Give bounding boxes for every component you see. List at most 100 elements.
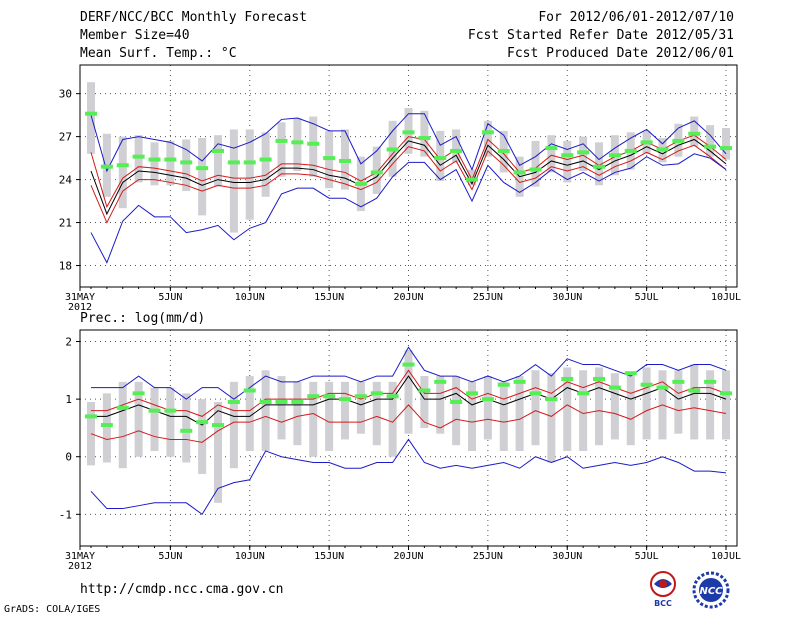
prec-box-37	[674, 370, 683, 434]
prec-xtick-label: 5JUL	[635, 551, 659, 562]
prec-xtick-label: 15JUN	[314, 551, 344, 562]
bcc-logo: BCC	[650, 571, 676, 608]
temp-xtick-label: 25JUN	[473, 292, 503, 303]
prec-box-29	[547, 373, 556, 463]
prec-box-21	[420, 376, 429, 428]
prec-series-lower	[90, 404, 727, 443]
temp-ytick-label: 24	[59, 174, 73, 187]
temp-box-4	[150, 142, 159, 186]
prec-xtick-label: 30JUN	[552, 551, 582, 562]
temp-box-0	[87, 82, 95, 154]
temp-box-32	[595, 142, 603, 186]
temp-box-6	[182, 139, 191, 192]
temp-xtick-label: 30JUN	[552, 292, 582, 303]
prec-ytick-label: 1	[65, 393, 72, 406]
grads-credit: GrADS: COLA/IGES	[4, 604, 101, 615]
prec-box-9	[229, 381, 238, 469]
temp-box-39	[706, 125, 715, 157]
prec-xtick-label: 31MAY	[65, 551, 95, 562]
temp-box-29	[547, 135, 556, 173]
prec-box-26	[499, 381, 508, 451]
prec-box-40	[722, 370, 730, 440]
prec-box-35	[642, 367, 651, 440]
temp-box-3	[134, 135, 143, 183]
prec-box-20	[404, 350, 413, 434]
prec-box-39	[706, 370, 715, 440]
temp-ytick-label: 27	[59, 131, 72, 144]
prec-box-38	[690, 364, 699, 440]
source-url-link[interactable]: http://cmdp.ncc.cma.gov.cn	[80, 582, 284, 597]
prec-box-24	[468, 381, 476, 451]
prec-box-6	[182, 393, 191, 463]
prec-xtick-label: 10JUL	[711, 551, 741, 562]
temp-box-24	[468, 169, 476, 186]
prec-box-10	[245, 376, 254, 451]
prec-box-30	[563, 367, 572, 451]
prec-box-7	[198, 399, 207, 474]
variable-label: Mean Surf. Temp.: °C	[80, 46, 237, 61]
temp-xtick-label: 10JUN	[235, 292, 265, 303]
temp-box-38	[690, 116, 699, 147]
chart-title: DERF/NCC/BCC Monthly Forecast	[80, 10, 307, 25]
prec-xtick-label: 2012	[68, 561, 92, 572]
temp-box-25	[483, 120, 492, 157]
temp-box-11	[261, 132, 270, 197]
temp-xtick-label: 15JUN	[314, 292, 344, 303]
temp-xtick-label: 31MAY	[65, 292, 95, 303]
temp-box-40	[722, 128, 730, 160]
prec-xtick-label: 10JUN	[235, 551, 265, 562]
prec-box-33	[610, 373, 619, 440]
prec-box-2	[118, 381, 127, 469]
temp-box-12	[277, 122, 286, 177]
prec-box-34	[626, 373, 635, 446]
prec-box-5	[166, 387, 175, 457]
prec-box-23	[452, 376, 461, 446]
temp-box-18	[372, 146, 381, 194]
temp-box-5	[166, 140, 175, 186]
temp-ytick-label: 30	[59, 88, 72, 101]
prec-box-4	[150, 387, 159, 451]
prec-box-31	[579, 370, 588, 451]
temp-series-mean	[90, 138, 727, 216]
bcc-logo-text: BCC	[654, 599, 672, 608]
temp-box-23	[452, 129, 461, 163]
prec-series-max	[91, 346, 727, 400]
temp-series-max	[90, 113, 727, 173]
prec-box-25	[483, 376, 492, 440]
fcst-produced-date: Fcst Produced Date 2012/06/01	[507, 46, 734, 61]
temp-xtick-label: 5JUN	[158, 292, 182, 303]
prec-box-19	[388, 381, 397, 457]
prec-box-17	[356, 381, 365, 434]
prec-xtick-label: 20JUN	[393, 551, 423, 562]
temp-box-21	[420, 110, 429, 157]
prec-box-28	[531, 370, 540, 446]
prec-box-22	[436, 376, 445, 434]
prec-xtick-label: 25JUN	[473, 551, 503, 562]
prec-box-3	[134, 381, 143, 457]
temp-series-min	[90, 153, 727, 264]
prec-box-27	[515, 376, 524, 451]
temp-ytick-label: 21	[59, 217, 72, 230]
temp-box-28	[531, 140, 540, 187]
temp-box-13	[293, 117, 302, 171]
prec-box-12	[277, 376, 286, 440]
prec-series-min	[90, 438, 727, 516]
fcst-started-date: Fcst Started Refer Date 2012/05/31	[467, 28, 734, 43]
prec-box-13	[293, 381, 302, 446]
temp-box-30	[563, 140, 572, 183]
prec-box-8	[214, 402, 222, 503]
temp-series-lower	[90, 144, 727, 224]
prec-box-15	[325, 381, 334, 451]
temp-xtick-label: 5JUL	[635, 292, 659, 303]
temp-box-10	[245, 129, 254, 220]
temp-xtick-label: 20JUN	[393, 292, 423, 303]
ncc-logo: NCC	[692, 571, 730, 609]
temp-box-9	[229, 129, 238, 233]
temp-box-7	[198, 138, 207, 216]
prec-box-14	[309, 381, 318, 457]
prec-xtick-label: 5JUN	[158, 551, 182, 562]
prec-box-16	[341, 381, 349, 440]
temp-box-22	[436, 130, 445, 182]
